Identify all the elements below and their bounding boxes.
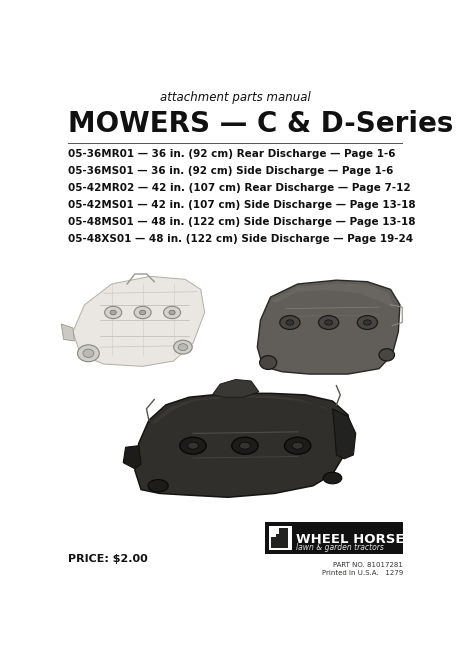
Ellipse shape: [319, 316, 339, 329]
Text: PART NO. 81017281: PART NO. 81017281: [333, 562, 403, 568]
Ellipse shape: [169, 310, 175, 315]
Ellipse shape: [280, 316, 300, 329]
Ellipse shape: [180, 437, 206, 454]
Ellipse shape: [78, 345, 99, 362]
Ellipse shape: [260, 356, 277, 369]
Ellipse shape: [134, 306, 151, 319]
Ellipse shape: [286, 320, 294, 325]
Ellipse shape: [232, 437, 258, 454]
Bar: [269, 526, 292, 551]
Ellipse shape: [110, 310, 116, 315]
Ellipse shape: [140, 310, 146, 315]
Text: WHEEL HORSE: WHEEL HORSE: [296, 532, 404, 545]
Text: 05-36MS01 — 36 in. (92 cm) Side Discharge — Page 1-6: 05-36MS01 — 36 in. (92 cm) Side Discharg…: [68, 166, 394, 176]
Polygon shape: [135, 393, 350, 498]
Ellipse shape: [148, 479, 168, 492]
Ellipse shape: [163, 306, 180, 319]
Ellipse shape: [105, 306, 122, 319]
Ellipse shape: [325, 320, 332, 325]
Polygon shape: [270, 283, 394, 309]
Text: 05-48XS01 — 48 in. (122 cm) Side Discharge — Page 19-24: 05-48XS01 — 48 in. (122 cm) Side Dischar…: [68, 234, 414, 244]
Ellipse shape: [364, 320, 371, 325]
Ellipse shape: [379, 349, 394, 361]
Ellipse shape: [188, 443, 198, 449]
Ellipse shape: [285, 437, 311, 454]
Ellipse shape: [292, 443, 303, 449]
Ellipse shape: [174, 340, 192, 354]
Text: 05-42MR02 — 42 in. (107 cm) Rear Discharge — Page 7-12: 05-42MR02 — 42 in. (107 cm) Rear Dischar…: [68, 183, 411, 193]
Polygon shape: [332, 409, 356, 459]
Text: 05-36MR01 — 36 in. (92 cm) Rear Discharge — Page 1-6: 05-36MR01 — 36 in. (92 cm) Rear Discharg…: [68, 149, 396, 159]
Ellipse shape: [178, 344, 188, 351]
Ellipse shape: [240, 443, 250, 449]
Text: lawn & garden tractors: lawn & garden tractors: [296, 543, 384, 553]
Polygon shape: [151, 396, 342, 426]
Text: MOWERS — C & D-Series: MOWERS — C & D-Series: [68, 110, 453, 138]
Text: PRICE: $2.00: PRICE: $2.00: [68, 553, 148, 564]
Text: 05-42MS01 — 42 in. (107 cm) Side Discharge — Page 13-18: 05-42MS01 — 42 in. (107 cm) Side Dischar…: [68, 200, 416, 210]
Polygon shape: [271, 528, 279, 537]
Ellipse shape: [357, 316, 377, 329]
Ellipse shape: [83, 349, 94, 358]
Ellipse shape: [323, 472, 342, 484]
Bar: [271, 528, 288, 548]
Text: 05-48MS01 — 48 in. (122 cm) Side Discharge — Page 13-18: 05-48MS01 — 48 in. (122 cm) Side Dischar…: [68, 217, 416, 227]
Bar: [265, 522, 403, 554]
Polygon shape: [257, 280, 400, 374]
Polygon shape: [123, 446, 141, 469]
Polygon shape: [213, 380, 259, 397]
Text: Printed in U.S.A.   1279: Printed in U.S.A. 1279: [322, 569, 403, 576]
Text: attachment parts manual: attachment parts manual: [160, 91, 311, 105]
Polygon shape: [73, 276, 205, 366]
Polygon shape: [61, 324, 74, 341]
